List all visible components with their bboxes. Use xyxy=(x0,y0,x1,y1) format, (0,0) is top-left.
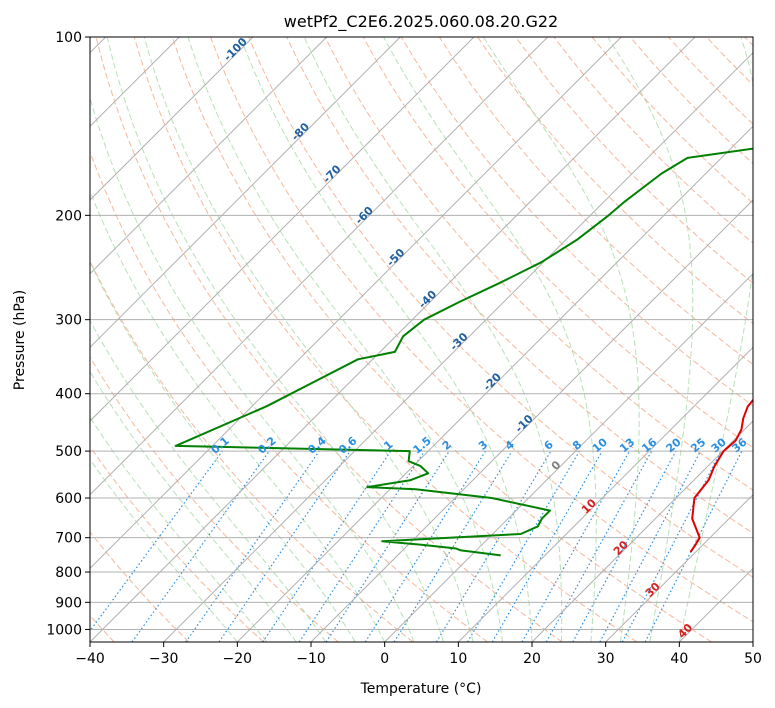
y-tick-label: 1000 xyxy=(46,622,82,638)
y-tick-label: 600 xyxy=(55,491,82,507)
mixing-ratio-line xyxy=(185,450,320,642)
moist-adiabat-line xyxy=(90,370,297,642)
x-tick-label: −20 xyxy=(223,651,253,667)
y-axis-label: Pressure (hPa) xyxy=(12,290,28,390)
y-tick-label: 300 xyxy=(55,313,82,329)
sounding-series xyxy=(174,147,753,557)
x-tick-label: 30 xyxy=(597,651,615,667)
dry-adiabat-line xyxy=(248,37,753,578)
x-tick-label: −10 xyxy=(296,651,326,667)
x-axis-label: Temperature (°C) xyxy=(360,681,482,697)
mixing-ratio-line xyxy=(491,450,603,642)
dry-adiabat-line xyxy=(210,37,753,623)
moist-adiabat-line xyxy=(678,37,753,642)
plot-background xyxy=(90,37,753,642)
isotherm-line xyxy=(90,37,328,275)
chart-title: wetPf2_C2E6.2025.060.08.20.G22 xyxy=(284,12,558,32)
isotherm-line xyxy=(457,346,753,642)
mixing-ratio-line xyxy=(572,450,677,642)
x-tick-label: 50 xyxy=(744,651,762,667)
grid-lines xyxy=(90,37,753,642)
dry-adiabat-line xyxy=(515,37,753,284)
mixing-ratio-line xyxy=(325,450,450,642)
isotherm-line xyxy=(90,37,622,570)
moist-adiabat-line xyxy=(90,189,386,642)
isotherm-line xyxy=(531,420,753,642)
dry-adiabat-line xyxy=(90,531,190,642)
isotherm-line xyxy=(605,493,753,642)
x-tick-label: 0 xyxy=(380,651,389,667)
moist-adiabat-line xyxy=(239,37,533,642)
y-tick-label: 800 xyxy=(55,565,82,581)
moist-adiabat-line xyxy=(143,37,474,642)
x-tick-label: 10 xyxy=(449,651,467,667)
moist-adiabat-line xyxy=(90,260,356,642)
y-tick-label: 200 xyxy=(55,208,82,224)
y-tick-label: 500 xyxy=(55,444,82,460)
isotherm-line xyxy=(236,125,753,642)
plot-frame xyxy=(89,36,754,643)
temperature-line xyxy=(689,398,753,553)
x-tick-label: −40 xyxy=(75,651,105,667)
dry-adiabat-line xyxy=(90,150,488,642)
mixing-ratio-line xyxy=(393,450,513,642)
isotherm-line xyxy=(310,199,753,642)
isotherm-line xyxy=(163,51,753,642)
y-tick-label: 700 xyxy=(55,531,82,547)
moist-adiabat-line xyxy=(187,37,503,642)
mixing-ratio-line xyxy=(521,450,631,642)
dry-adiabat-line xyxy=(438,37,753,366)
x-axis-ticks: −40 −30 −20 −10 0 10 20 30 40 50 xyxy=(75,642,762,667)
x-tick-label: 40 xyxy=(670,651,688,667)
y-tick-label: 900 xyxy=(55,595,82,611)
moist-adiabat-line xyxy=(303,37,563,642)
isotherm-line xyxy=(90,37,696,642)
moist-adiabat-line xyxy=(90,458,238,642)
moist-adiabat-line xyxy=(383,37,597,642)
mixing-ratio-line xyxy=(364,450,486,642)
isotherm-line xyxy=(752,641,753,642)
mixing-ratio-line xyxy=(466,450,580,642)
moist-adiabat-line xyxy=(607,37,694,642)
y-tick-label: 400 xyxy=(55,387,82,403)
moist-adiabat-line xyxy=(106,37,445,642)
isotherm-line xyxy=(90,37,401,349)
dry-adiabat-line xyxy=(133,37,638,642)
mixing-ratio-line xyxy=(435,450,552,642)
y-axis-ticks: 100 200 300 400 500 600 700 800 900 1000 xyxy=(46,30,90,638)
dewpoint-line xyxy=(174,147,753,557)
dry-adiabat-line xyxy=(400,37,753,407)
dry-adiabat-line xyxy=(90,445,264,642)
isotherm-line xyxy=(384,272,753,642)
y-tick-label: 100 xyxy=(55,30,82,46)
dry-adiabat-line xyxy=(90,356,339,642)
isotherm-line xyxy=(90,37,475,422)
isotherm-line xyxy=(90,37,254,201)
moist-adiabat-line xyxy=(90,416,268,642)
x-tick-label: 20 xyxy=(523,651,541,667)
isotherm-line xyxy=(90,37,549,496)
mixing-ratio-line xyxy=(218,450,351,642)
mixing-ratio-lines xyxy=(90,450,743,642)
moist-adiabat-line xyxy=(482,37,640,642)
x-tick-label: −30 xyxy=(149,651,179,667)
